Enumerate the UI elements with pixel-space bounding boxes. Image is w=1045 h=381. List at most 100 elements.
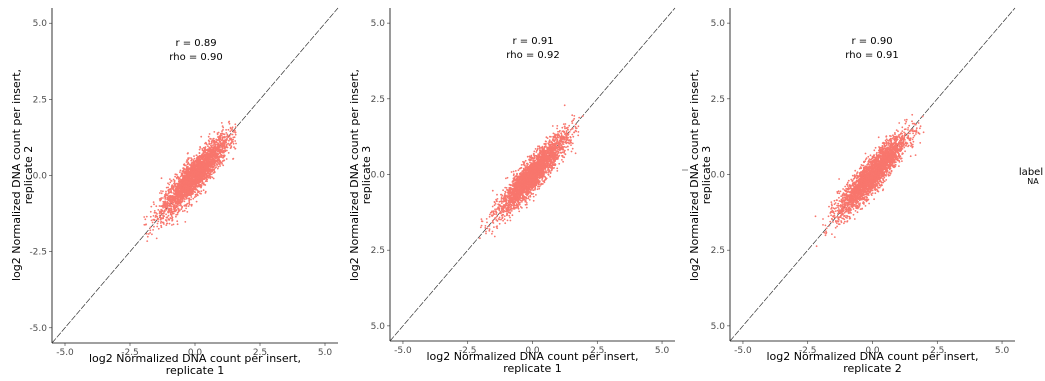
- data-point: [211, 139, 214, 142]
- data-point: [543, 143, 546, 145]
- data-point: [222, 144, 224, 147]
- data-point: [558, 162, 561, 165]
- data-point: [220, 122, 223, 124]
- data-point: [174, 200, 177, 203]
- data-point: [544, 146, 546, 149]
- data-point: [229, 133, 232, 136]
- data-point: [491, 230, 494, 233]
- data-point: [175, 194, 178, 197]
- data-point: [163, 211, 165, 213]
- data-point: [151, 221, 154, 224]
- data-point: [498, 222, 501, 225]
- data-point: [149, 229, 152, 232]
- data-point: [179, 202, 182, 205]
- data-point: [567, 148, 569, 151]
- data-point: [525, 206, 528, 209]
- data-point: [168, 209, 171, 212]
- data-point: [155, 205, 158, 208]
- data-point: [221, 150, 224, 153]
- data-point: [562, 123, 565, 125]
- data-point: [184, 172, 186, 175]
- x-tick-label: 5.0: [655, 346, 670, 356]
- data-point: [207, 159, 209, 161]
- x-tick-label: -5.0: [394, 346, 412, 356]
- data-point: [223, 143, 226, 146]
- data-point: [153, 210, 156, 212]
- data-point: [176, 223, 179, 226]
- data-point: [220, 155, 223, 157]
- data-point: [201, 161, 204, 163]
- data-point: [197, 175, 200, 178]
- data-point: [171, 184, 174, 187]
- data-point: [225, 146, 228, 149]
- data-point: [547, 173, 550, 176]
- data-point: [176, 197, 179, 200]
- data-point: [169, 197, 171, 200]
- data-point: [211, 165, 214, 168]
- x-tick-label: -2.5: [121, 348, 139, 358]
- data-point: [160, 192, 163, 195]
- data-point: [180, 181, 183, 184]
- data-point: [216, 167, 219, 170]
- data-point: [199, 168, 202, 171]
- data-point: [185, 173, 188, 176]
- data-point: [513, 207, 516, 210]
- data-point: [514, 175, 517, 178]
- data-point: [183, 181, 186, 183]
- data-point: [203, 170, 206, 173]
- data-point: [169, 181, 172, 184]
- data-point: [198, 180, 201, 182]
- data-point: [152, 229, 155, 231]
- data-point: [225, 132, 228, 134]
- data-point: [207, 161, 210, 164]
- data-point: [208, 153, 211, 155]
- data-point: [190, 196, 193, 198]
- data-point: [184, 198, 186, 201]
- data-point: [526, 155, 529, 158]
- data-point: [171, 212, 174, 215]
- data-point: [177, 202, 180, 205]
- data-point: [195, 154, 198, 157]
- data-point: [168, 196, 170, 198]
- data-point: [199, 163, 202, 166]
- data-point: [160, 190, 162, 192]
- data-point: [156, 213, 158, 215]
- data-point: [214, 143, 217, 146]
- data-point: [549, 175, 552, 178]
- data-point: [144, 223, 147, 226]
- data-point: [571, 147, 574, 150]
- x-tick-label: 0.0: [188, 348, 203, 358]
- data-point: [510, 210, 513, 212]
- data-point: [174, 197, 177, 200]
- data-point: [219, 146, 221, 149]
- data-point: [144, 218, 147, 221]
- data-point: [495, 198, 497, 201]
- data-point: [153, 211, 156, 214]
- data-point: [184, 221, 187, 223]
- data-point: [157, 217, 159, 220]
- data-point: [484, 225, 487, 227]
- data-point: [208, 169, 211, 172]
- data-point: [186, 163, 189, 166]
- data-point: [192, 190, 195, 192]
- data-point: [199, 159, 201, 162]
- data-point: [174, 175, 177, 178]
- data-point: [210, 138, 212, 140]
- data-point: [202, 153, 205, 155]
- data-point: [185, 171, 187, 173]
- data-point: [156, 222, 159, 225]
- data-point: [577, 125, 580, 128]
- data-point: [192, 181, 194, 184]
- data-point: [194, 180, 197, 183]
- y-tick-label: 5.0: [33, 19, 48, 29]
- data-point: [574, 123, 577, 126]
- data-point: [219, 159, 221, 162]
- data-point: [204, 152, 207, 154]
- data-point: [178, 209, 180, 212]
- data-point: [200, 174, 203, 177]
- data-point: [149, 210, 152, 213]
- data-point: [182, 163, 185, 166]
- data-point: [163, 205, 166, 207]
- data-point: [190, 194, 192, 197]
